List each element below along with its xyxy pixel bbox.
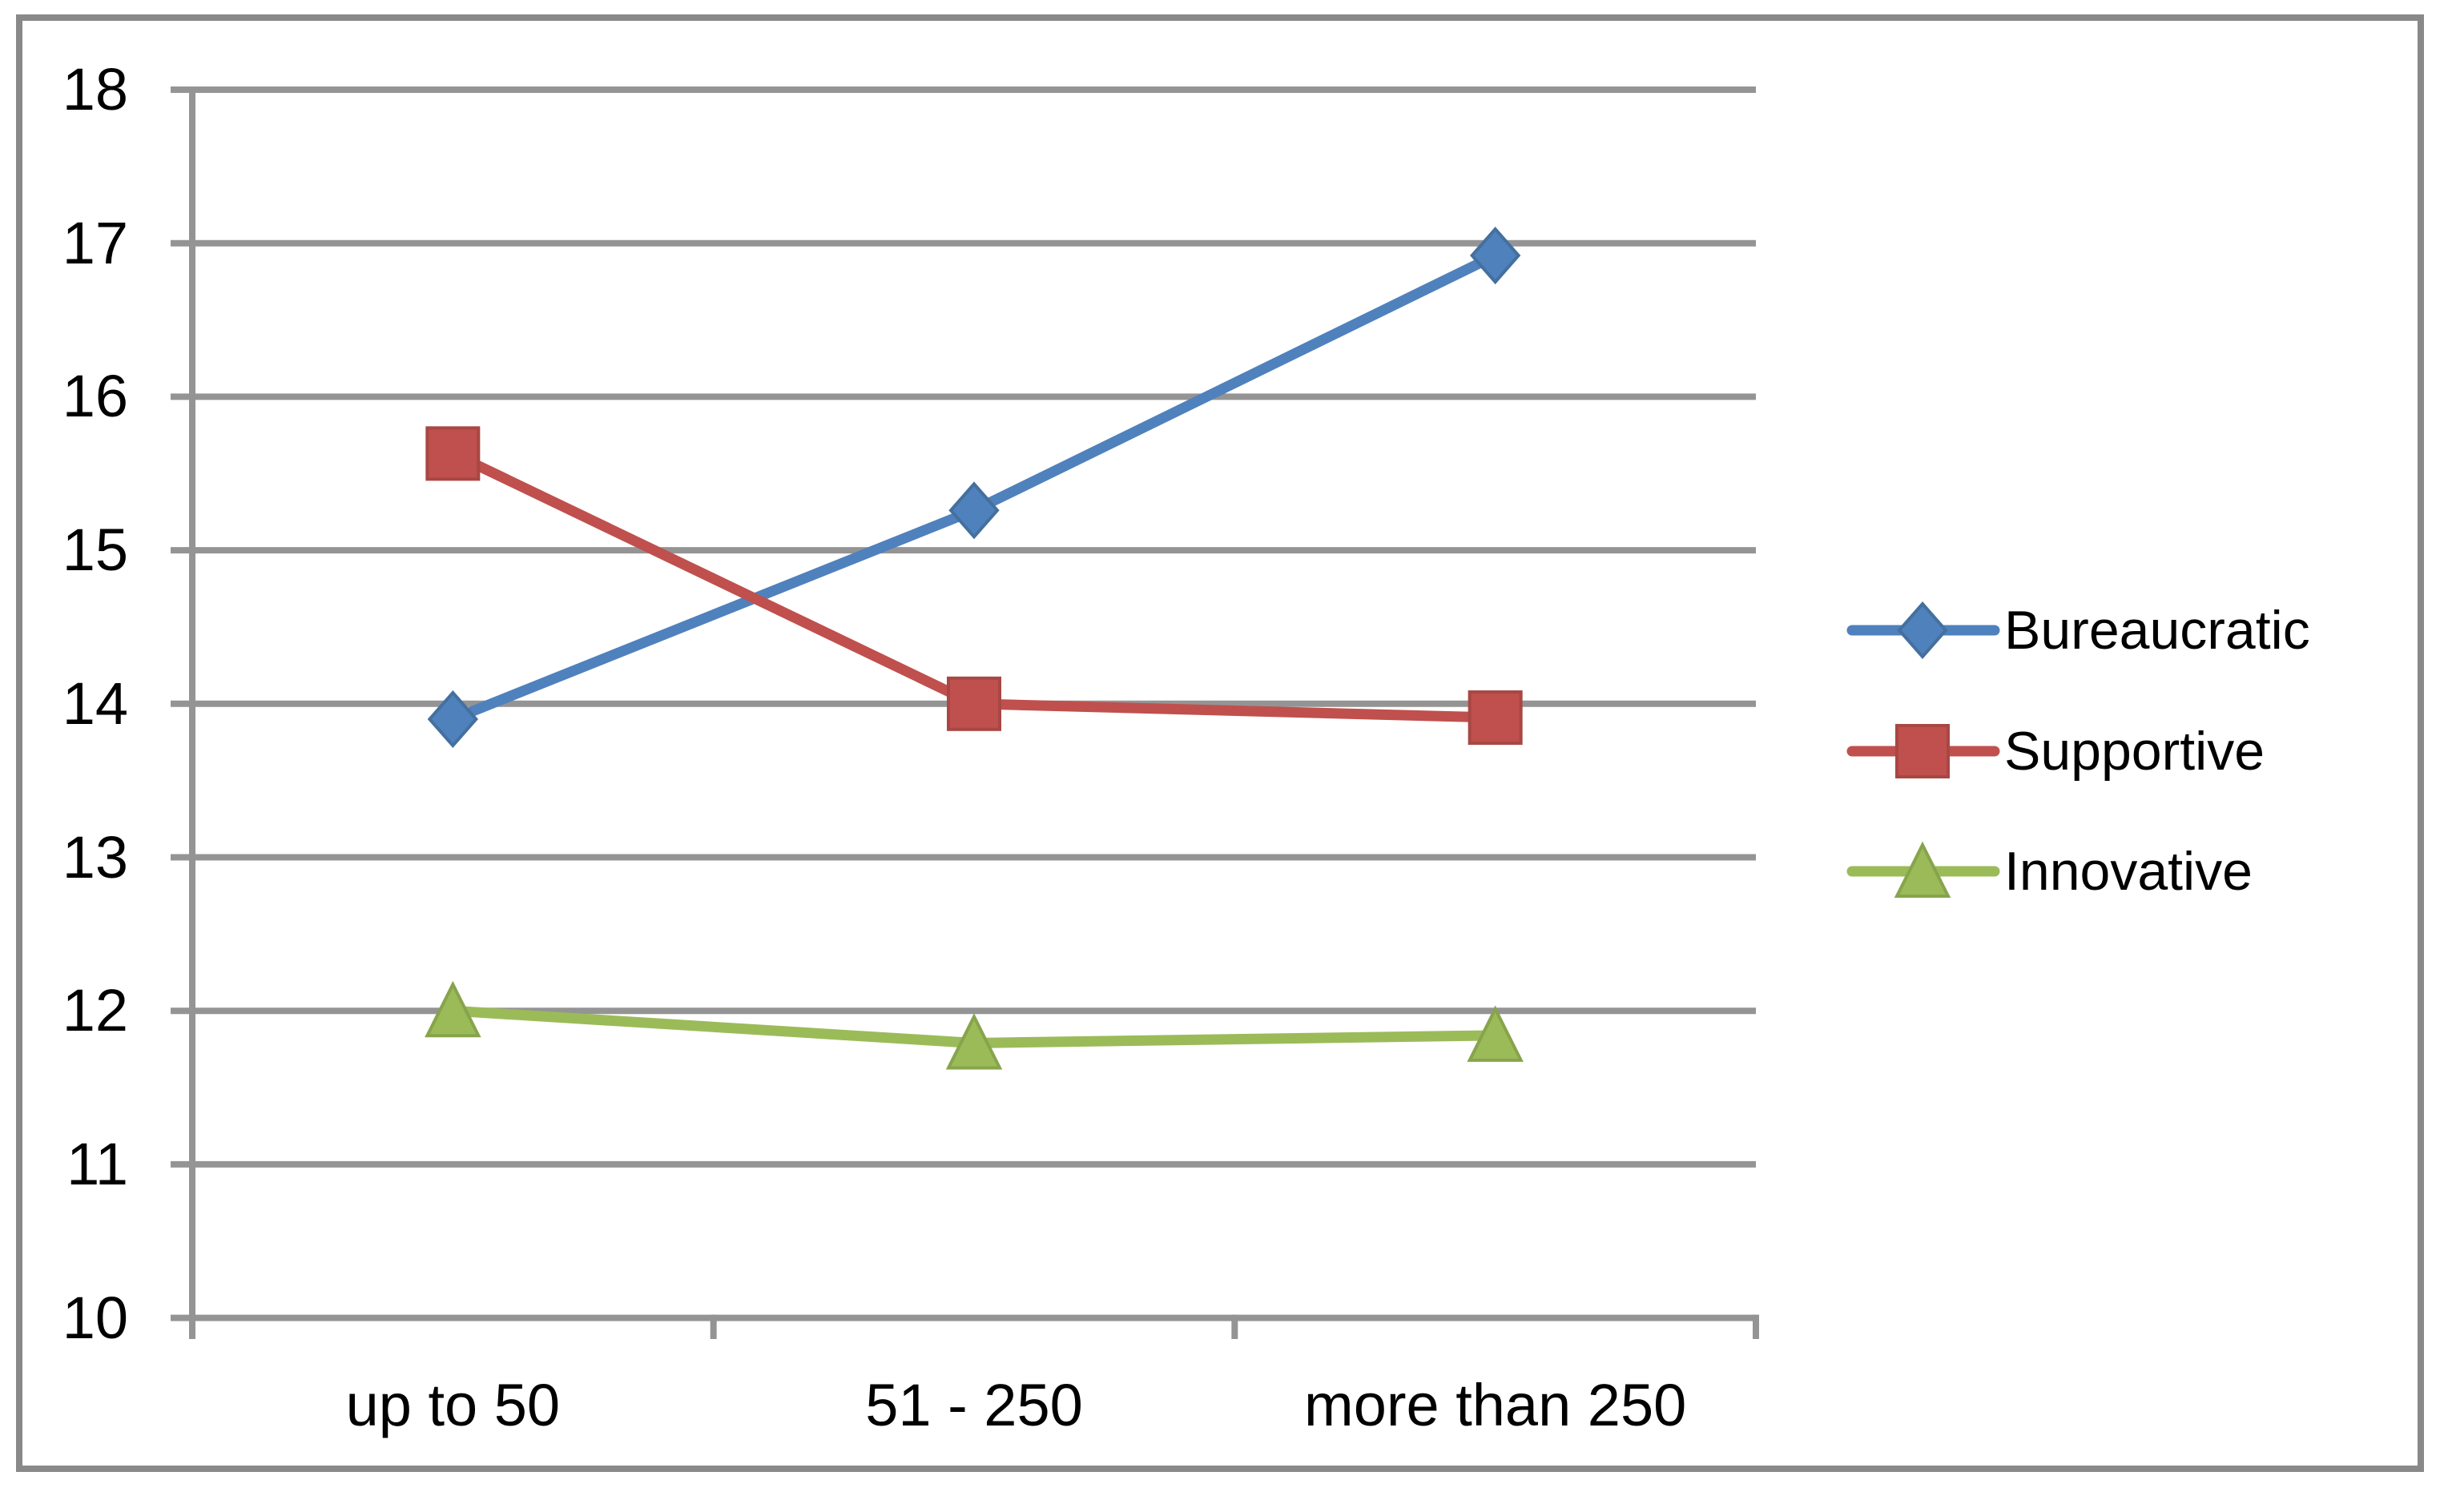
marker-supportive-0: [425, 426, 481, 481]
y-tick-label-12: 12: [62, 977, 128, 1044]
marker-innovative-2: [1467, 1005, 1524, 1062]
x-category-label-0: up to 50: [345, 1372, 561, 1438]
y-tick-label-11: 11: [66, 1130, 128, 1197]
marker-innovative-0: [425, 980, 481, 1038]
marker-bureaucratic-0: [427, 690, 478, 748]
marker-bureaucratic-2: [1470, 227, 1521, 285]
legend-marker-innovative: [1894, 841, 1951, 898]
chart-outer-border: [16, 14, 2424, 1472]
x-category-label-2: more than 250: [1304, 1372, 1687, 1438]
legend-marker-supportive: [1895, 724, 1950, 778]
legend-label-supportive: Supportive: [2004, 721, 2265, 782]
x-category-label-1: 51 - 250: [865, 1372, 1083, 1438]
marker-supportive-1: [947, 676, 1001, 731]
legend-label-bureaucratic: Bureaucratic: [2004, 600, 2310, 661]
y-tick-label-15: 15: [62, 517, 128, 584]
y-tick-label-10: 10: [62, 1284, 128, 1351]
y-tick-label-18: 18: [62, 56, 128, 123]
y-tick-label-14: 14: [62, 670, 128, 737]
legend-label-innovative: Innovative: [2004, 841, 2253, 902]
marker-supportive-2: [1468, 690, 1523, 746]
y-tick-label-17: 17: [62, 209, 128, 276]
marker-innovative-1: [945, 1012, 1003, 1070]
legend-marker-bureaucratic: [1897, 601, 1948, 660]
y-tick-label-13: 13: [62, 823, 128, 891]
marker-bureaucratic-1: [948, 481, 1000, 540]
y-tick-label-16: 16: [62, 363, 128, 430]
